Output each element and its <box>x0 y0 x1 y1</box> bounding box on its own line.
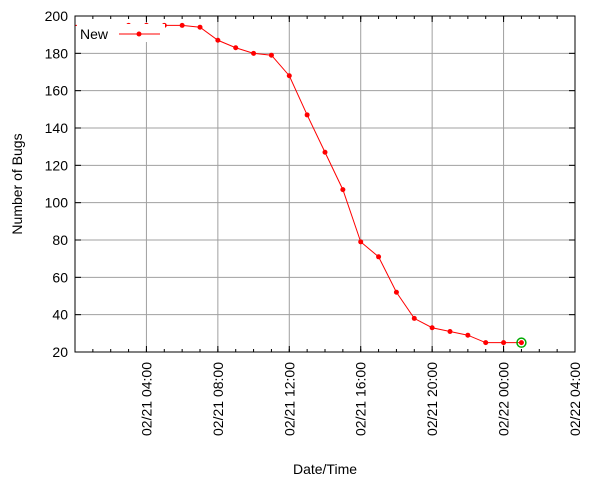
last-point-highlight <box>516 337 527 348</box>
data-point <box>197 24 203 30</box>
legend-label: New <box>80 26 109 42</box>
y-tick-label: 20 <box>52 344 68 360</box>
y-tick-label: 180 <box>45 45 69 61</box>
y-tick-label: 40 <box>52 307 68 323</box>
series-layer <box>75 22 527 348</box>
data-point <box>304 112 310 118</box>
data-point <box>518 340 524 346</box>
legend-background <box>77 24 165 42</box>
data-point <box>286 73 292 79</box>
axis-ticks: 20 40 60 80 100 120 140 160 180 200 02/21 04:00 02/… <box>45 8 583 436</box>
data-point <box>411 315 417 321</box>
y-tick-label: 140 <box>45 120 69 136</box>
x-axis-title: Date/Time <box>293 461 357 477</box>
data-point <box>340 187 346 193</box>
x-tick-label: 02/21 20:00 <box>424 362 440 436</box>
series-line <box>75 24 522 344</box>
y-tick-label: 160 <box>45 83 69 99</box>
data-point <box>501 340 507 346</box>
y-tick-label: 100 <box>45 195 69 211</box>
y-tick-label: 120 <box>45 157 69 173</box>
data-point <box>393 289 399 295</box>
data-point <box>268 52 274 58</box>
x-tick-label: 02/21 08:00 <box>210 362 226 436</box>
data-point <box>215 37 221 43</box>
legend-marker-sample <box>136 31 142 37</box>
data-point <box>483 340 489 346</box>
x-tick-label: 02/22 00:00 <box>496 362 512 436</box>
data-point <box>233 45 239 51</box>
legend: New <box>77 24 165 42</box>
y-tick-label: 200 <box>45 8 69 24</box>
data-point <box>447 328 453 334</box>
data-point <box>429 325 435 331</box>
data-point <box>179 22 185 28</box>
y-tick-label: 80 <box>52 232 68 248</box>
y-tick-label: 60 <box>52 269 68 285</box>
data-point <box>465 332 471 338</box>
y-axis-title: Number of Bugs <box>9 133 25 234</box>
data-point <box>358 239 364 245</box>
plot-frame <box>74 15 576 353</box>
x-tick-label: 02/21 12:00 <box>281 362 297 436</box>
data-point <box>251 50 257 56</box>
x-tick-label: 02/22 04:00 <box>567 362 583 436</box>
x-tick-label: 02/21 04:00 <box>138 362 154 436</box>
data-point <box>322 149 328 155</box>
grid-lines <box>75 16 575 352</box>
data-point <box>376 254 382 260</box>
x-tick-label: 02/21 16:00 <box>353 362 369 436</box>
